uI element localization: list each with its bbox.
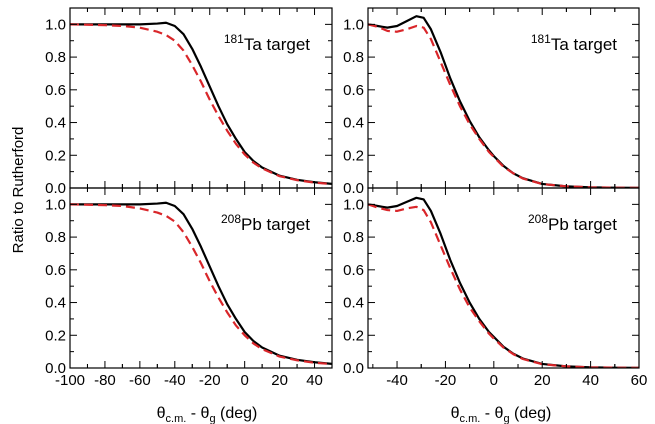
panel-top-left: 0.0 0.2 0.4 0.6 0.8 1.0 181Ta target	[45, 7, 333, 197]
y-tick-label: 0.4	[343, 115, 364, 132]
y-tick-label: 1.0	[343, 196, 364, 213]
x-tick-label: -80	[94, 372, 116, 389]
isotope-mass-number: 181	[531, 32, 551, 46]
isotope-mass-number: 181	[224, 32, 244, 46]
y-tick-label: 1.0	[343, 16, 364, 33]
y-tick-label: 1.0	[45, 196, 66, 213]
y-tick-label: 0.4	[45, 295, 66, 312]
x-label-dash-theta: - θ	[186, 405, 209, 422]
series-dashed-line	[70, 203, 332, 366]
x-label-unit: (deg)	[216, 405, 258, 422]
y-tick-label: 0.2	[343, 147, 364, 164]
x-tick-label: -20	[435, 372, 457, 389]
x-label-g-subscript: g	[209, 413, 215, 424]
x-label-g-subscript: g	[503, 413, 509, 424]
y-tick-label: 0.4	[343, 295, 364, 312]
panel-top-right: 0.0 0.2 0.4 0.6 0.8 1.0 181Ta target	[343, 7, 640, 197]
y-axis-label: Ratio to Rutherford	[10, 127, 27, 254]
x-label-dash-theta: - θ	[480, 405, 503, 422]
y-tick-label: 0.0	[343, 180, 364, 197]
plot-frame	[367, 187, 640, 369]
y-tick-label: 0.6	[45, 82, 66, 99]
series-dashed-line	[368, 23, 639, 188]
y-tick-label: 0.6	[343, 262, 364, 279]
plot-frame	[69, 187, 333, 369]
target-annotation: 181Ta target	[531, 32, 617, 54]
x-tick-label: 20	[534, 372, 551, 389]
x-tick-label: 40	[306, 372, 323, 389]
x-tick-label: 20	[271, 372, 288, 389]
x-tick-label: -100	[55, 372, 85, 389]
x-tick-label: -40	[386, 372, 408, 389]
x-tick-label: 60	[631, 372, 648, 389]
target-annotation: 208Pb target	[221, 212, 310, 234]
y-tick-label: 0.0	[45, 180, 66, 197]
x-axis-label-right: θc.m. - θg (deg)	[451, 405, 552, 424]
x-label-cm-subscript: c.m.	[460, 413, 481, 424]
y-tick-label: 0.8	[343, 49, 364, 66]
y-tick-label: 0.6	[45, 262, 66, 279]
y-tick-label: 0.8	[45, 229, 66, 246]
y-tick-label: 1.0	[45, 16, 66, 33]
y-tick-label: 0.2	[343, 327, 364, 344]
x-label-theta: θ	[451, 405, 460, 422]
x-tick-label: 0	[240, 372, 248, 389]
target-name: Pb target	[241, 215, 310, 234]
series-solid-line	[70, 201, 332, 366]
y-tick-label: 0.0	[45, 360, 66, 377]
panel-bottom-right: 0.0 0.2 0.4 0.6 0.8 1.0 -40 -20 0 20 40 60 208Pb tar…	[343, 187, 648, 389]
x-tick-label: 40	[582, 372, 599, 389]
x-axis-label-left: θc.m. - θg (deg)	[157, 405, 258, 424]
target-annotation: 181Ta target	[224, 32, 310, 54]
target-name: Pb target	[548, 215, 617, 234]
y-tick-label: 0.2	[45, 147, 66, 164]
y-tick-label: 0.4	[45, 115, 66, 132]
target-name: Ta target	[551, 35, 617, 54]
x-label-cm-subscript: c.m.	[166, 413, 187, 424]
y-tick-label: 0.0	[343, 360, 364, 377]
y-tick-label: 0.6	[343, 82, 364, 99]
isotope-mass-number: 208	[528, 212, 548, 226]
series-dashed-line	[70, 23, 332, 186]
x-tick-label: -40	[164, 372, 186, 389]
isotope-mass-number: 208	[221, 212, 241, 226]
series-solid-line	[70, 21, 332, 186]
panel-bottom-left: 0.0 0.2 0.4 0.6 0.8 1.0 -100 -80 -60 -40 -20 0 20 40 2…	[45, 187, 333, 389]
series-dashed-line	[368, 203, 639, 368]
x-tick-label: -60	[129, 372, 151, 389]
y-tick-label: 0.2	[45, 327, 66, 344]
x-label-unit: (deg)	[510, 405, 552, 422]
target-annotation: 208Pb target	[528, 212, 617, 234]
x-tick-label: 0	[490, 372, 498, 389]
x-label-theta: θ	[157, 405, 166, 422]
y-tick-label: 0.8	[343, 229, 364, 246]
x-tick-label: -20	[199, 372, 221, 389]
y-tick-label: 0.8	[45, 49, 66, 66]
target-name: Ta target	[244, 35, 310, 54]
